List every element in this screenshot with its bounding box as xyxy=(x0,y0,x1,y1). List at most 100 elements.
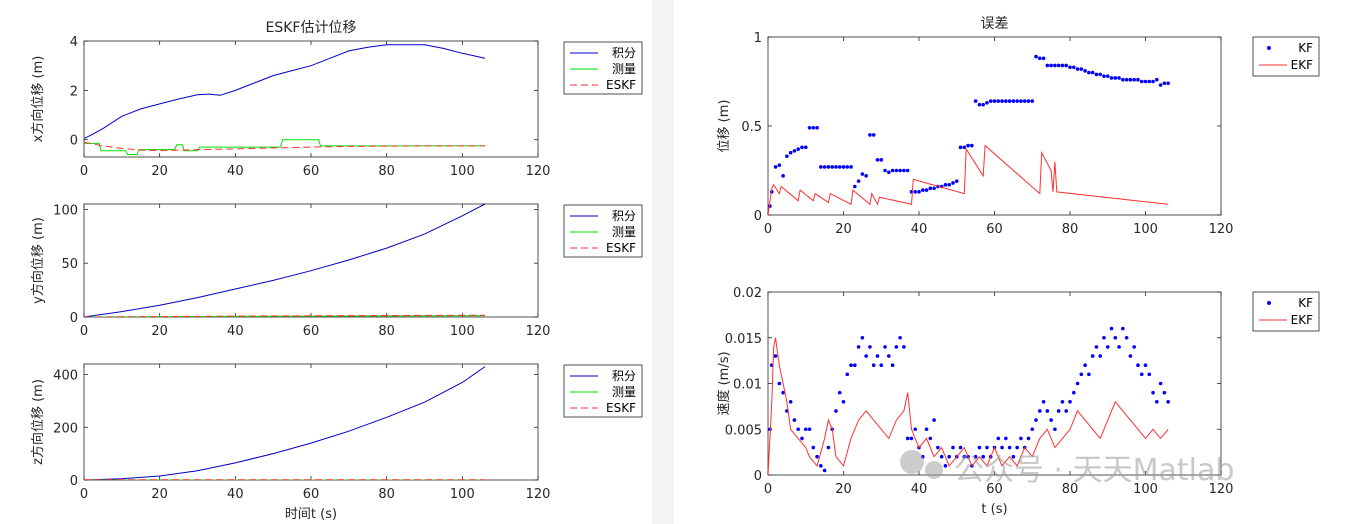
vel-kf-point xyxy=(947,454,951,459)
pos-kf-point xyxy=(871,133,876,137)
vel-kf-point xyxy=(973,454,978,459)
y-x-tick-label: 40 xyxy=(227,324,244,339)
vel-kf-point xyxy=(898,335,902,340)
pos-kf-point xyxy=(1124,77,1129,82)
pos-kf-point xyxy=(815,125,819,130)
pos-y-tick-label: 0.5 xyxy=(741,120,762,135)
x-x-tick-label: 40 xyxy=(227,164,244,179)
pos-kf-point xyxy=(803,145,808,150)
pos-kf-point xyxy=(932,186,936,191)
pos-kf-point xyxy=(1000,99,1004,103)
vel-kf-point xyxy=(1075,381,1080,386)
pos-kf-point xyxy=(887,170,891,175)
z-y-tick-label: 400 xyxy=(53,369,78,384)
vel-y-tick-label: 0 xyxy=(754,469,762,484)
pos-kf-point xyxy=(1139,79,1144,84)
pos-kf-point xyxy=(1068,65,1072,70)
watermark-logo-icon-small xyxy=(925,461,943,479)
x-legend-label: 测量 xyxy=(612,62,636,76)
vel-kf-point xyxy=(1102,335,1106,340)
pos-kf-point xyxy=(1034,54,1038,59)
pos-series-ekf xyxy=(768,144,1169,215)
vel-kf-point xyxy=(860,335,865,340)
vel-kf-point xyxy=(1026,436,1031,441)
z-legend-label: 测量 xyxy=(612,385,636,399)
vel-legend-label: EKF xyxy=(1291,313,1313,327)
pos-kf-point xyxy=(890,168,895,173)
vel-kf-point xyxy=(856,345,861,349)
z-series-integral xyxy=(84,366,486,480)
vel-kf-point xyxy=(1087,372,1091,377)
pos-x-tick-label: 40 xyxy=(911,222,928,237)
vel-legend-marker xyxy=(1267,301,1271,305)
vel-x-tick-label: 100 xyxy=(1133,482,1158,497)
z-plot-area xyxy=(83,363,539,481)
x-y-tick-label: 4 xyxy=(70,35,78,50)
pos-kf-point xyxy=(1083,69,1087,73)
pos-kf-point xyxy=(853,184,857,189)
pos-kf-point xyxy=(875,158,880,162)
vel-kf-point xyxy=(781,390,785,395)
vel-kf-point xyxy=(879,363,884,368)
vel-kf-point xyxy=(1109,326,1114,331)
vel-x-tick-label: 120 xyxy=(1209,482,1234,497)
pos-kf-point xyxy=(826,165,831,169)
x-x-tick-label: 60 xyxy=(303,164,320,179)
x-series-measurement xyxy=(84,139,485,155)
z-x-tick-label: 0 xyxy=(80,487,88,502)
pos-kf-point xyxy=(1060,63,1065,68)
vel-kf-point xyxy=(1034,418,1038,422)
pos-kf-point xyxy=(1143,79,1148,84)
pos-kf-point xyxy=(988,99,993,103)
x-x-tick-label: 0 xyxy=(80,164,88,179)
pos-kf-point xyxy=(973,99,978,103)
pos-kf-point xyxy=(785,154,789,159)
vel-kf-point xyxy=(1155,400,1159,404)
pos-y-axis-label: 位移 (m) xyxy=(717,100,732,153)
vel-kf-point xyxy=(868,345,872,349)
pos-kf-point xyxy=(913,190,918,194)
pos-kf-point xyxy=(977,102,982,107)
pos-kf-point xyxy=(1098,72,1102,77)
pos-kf-point xyxy=(1151,79,1155,84)
pos-kf-point xyxy=(1026,99,1031,103)
vel-kf-point xyxy=(894,345,899,349)
vel-kf-point xyxy=(792,418,797,422)
pos-kf-point xyxy=(1136,77,1140,82)
vel-kf-point xyxy=(1121,326,1125,331)
vel-kf-point xyxy=(777,381,782,386)
pos-kf-point xyxy=(792,149,797,153)
pos-kf-point xyxy=(1162,81,1167,86)
pos-y-tick-label: 1 xyxy=(754,31,762,46)
pos-kf-point xyxy=(1109,76,1114,80)
vel-kf-point xyxy=(936,445,940,450)
vel-kf-point xyxy=(996,436,1001,441)
y-series-eskf xyxy=(84,314,486,317)
vel-kf-point xyxy=(913,427,918,432)
vel-kf-point xyxy=(1007,445,1012,450)
vel-kf-point xyxy=(1090,354,1095,358)
vel-kf-point xyxy=(834,409,838,413)
z-x-tick-label: 40 xyxy=(227,487,244,502)
y-x-tick-label: 120 xyxy=(526,324,551,339)
pos-kf-point xyxy=(822,165,827,169)
pos-kf-point xyxy=(996,99,1001,103)
pos-kf-point xyxy=(837,165,842,169)
pos-kf-point xyxy=(830,165,834,169)
vel-kf-point xyxy=(958,445,963,450)
pos-x-tick-label: 120 xyxy=(1209,222,1234,237)
pos-kf-point xyxy=(868,133,872,137)
x-y-tick-label: 2 xyxy=(70,84,78,99)
pos-legend-marker xyxy=(1267,46,1271,50)
vel-series-ekf xyxy=(768,337,1169,475)
pos-y-tick-label: 0 xyxy=(754,209,762,224)
vel-kf-point xyxy=(803,427,808,432)
y-x-tick-label: 0 xyxy=(80,324,88,339)
pos-kf-point xyxy=(1166,81,1170,86)
y-legend-label: 测量 xyxy=(612,225,636,239)
vel-kf-point xyxy=(1045,409,1050,413)
vel-kf-point xyxy=(826,445,831,450)
vel-kf-point xyxy=(1068,400,1072,404)
vel-kf-point xyxy=(981,454,985,459)
vel-x-tick-label: 80 xyxy=(1062,482,1079,497)
